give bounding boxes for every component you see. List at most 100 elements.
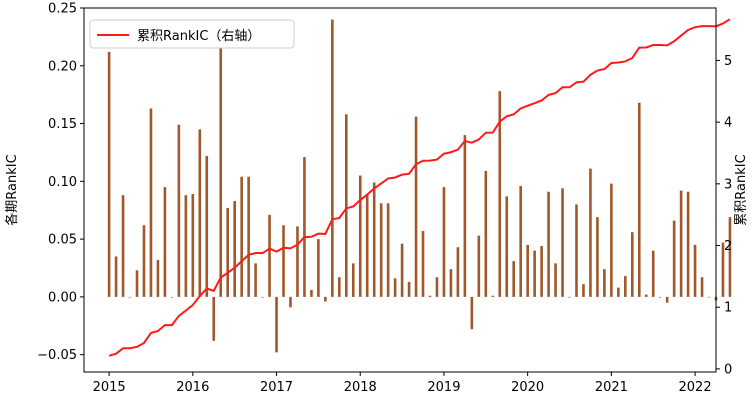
bar-16 bbox=[219, 47, 223, 297]
axis-ticks: 2015 2016 2017 2018 2019 2020 2021 2022−0.050.0… bbox=[37, 2, 732, 396]
bar-52 bbox=[470, 296, 474, 330]
x-tick-label-6: 2021 bbox=[595, 380, 628, 395]
bar-64 bbox=[554, 263, 557, 297]
bar-15 bbox=[212, 296, 216, 341]
bar-50 bbox=[456, 247, 460, 297]
x-tick-label-3: 2018 bbox=[344, 380, 377, 395]
y-left-tick-label-0: −0.05 bbox=[37, 348, 77, 363]
bar-21 bbox=[254, 263, 257, 297]
bar-49 bbox=[449, 269, 453, 297]
bar-78 bbox=[651, 250, 655, 297]
bar-26 bbox=[289, 296, 292, 308]
bar-74 bbox=[624, 276, 627, 297]
bar-34 bbox=[344, 114, 348, 297]
bar-32 bbox=[331, 19, 334, 297]
bar-35 bbox=[351, 263, 355, 297]
bar-53 bbox=[477, 235, 481, 297]
bar-20 bbox=[247, 176, 250, 297]
bar-56 bbox=[498, 91, 502, 297]
bar-37 bbox=[365, 194, 369, 297]
bar-42 bbox=[400, 243, 404, 297]
bar-39 bbox=[379, 203, 383, 297]
bar-14 bbox=[205, 155, 209, 297]
bar-7 bbox=[156, 259, 160, 297]
bar-69 bbox=[589, 168, 592, 297]
bar-70 bbox=[596, 217, 599, 297]
bar-85 bbox=[700, 277, 704, 297]
legend-label: 累积RankIC（右轴） bbox=[137, 29, 260, 44]
bar-8 bbox=[163, 187, 167, 297]
bar-18 bbox=[233, 200, 236, 297]
bar-9 bbox=[170, 296, 174, 298]
y-left-tick-label-3: 0.10 bbox=[48, 175, 77, 190]
x-tick-label-1: 2016 bbox=[176, 380, 209, 395]
bar-83 bbox=[686, 191, 690, 297]
bar-79 bbox=[658, 296, 662, 298]
bar-62 bbox=[540, 246, 543, 297]
bar-81 bbox=[672, 220, 676, 297]
bar-10 bbox=[177, 124, 181, 297]
legend-box bbox=[89, 19, 295, 49]
y-left-tick-label-1: 0.00 bbox=[48, 290, 77, 305]
bar-12 bbox=[191, 194, 195, 297]
bar-24 bbox=[275, 296, 278, 353]
bar-59 bbox=[519, 185, 522, 297]
cumulative-rankic-line bbox=[108, 18, 731, 357]
legend: 累积RankIC（右轴） bbox=[89, 19, 295, 49]
y-right-tick-label-3: 3 bbox=[724, 177, 732, 192]
bar-66 bbox=[568, 296, 571, 298]
bar-61 bbox=[533, 250, 536, 297]
bar-series bbox=[107, 19, 732, 353]
bar-22 bbox=[261, 296, 264, 298]
bar-82 bbox=[679, 190, 683, 297]
y-right-tick-label-0: 0 bbox=[724, 362, 732, 377]
y-left-tick-label-6: 0.25 bbox=[48, 2, 77, 17]
bar-65 bbox=[561, 188, 564, 297]
y-right-tick-label-5: 5 bbox=[724, 54, 732, 69]
bar-6 bbox=[149, 108, 153, 297]
bar-48 bbox=[442, 187, 446, 297]
bar-4 bbox=[135, 270, 139, 297]
bar-68 bbox=[582, 284, 585, 297]
y-axis-left-label: 各期RankIC bbox=[4, 154, 20, 225]
bar-29 bbox=[310, 289, 313, 297]
bar-44 bbox=[414, 116, 418, 297]
bar-86 bbox=[707, 296, 711, 298]
x-tick-label-4: 2019 bbox=[427, 380, 460, 395]
x-tick-label-2: 2017 bbox=[260, 380, 293, 395]
y-right-tick-label-4: 4 bbox=[724, 116, 732, 131]
bar-25 bbox=[282, 225, 285, 297]
bar-89 bbox=[728, 217, 732, 297]
bar-72 bbox=[610, 183, 613, 297]
bar-88 bbox=[721, 242, 725, 297]
bar-57 bbox=[505, 196, 509, 297]
bar-13 bbox=[198, 129, 202, 297]
bar-63 bbox=[547, 191, 550, 297]
bar-3 bbox=[128, 296, 132, 298]
bar-1 bbox=[114, 256, 118, 297]
x-tick-label-7: 2022 bbox=[679, 380, 712, 395]
x-tick-label-5: 2020 bbox=[511, 380, 544, 395]
bar-71 bbox=[603, 269, 606, 297]
bar-55 bbox=[491, 295, 495, 297]
bar-5 bbox=[142, 225, 146, 297]
bar-31 bbox=[324, 296, 327, 302]
bar-76 bbox=[637, 102, 641, 297]
bar-17 bbox=[226, 207, 229, 297]
y-axis-right-label: 累积RankIC bbox=[734, 154, 749, 225]
bar-58 bbox=[512, 261, 515, 297]
bar-2 bbox=[121, 195, 125, 297]
bar-40 bbox=[386, 203, 390, 297]
bar-27 bbox=[296, 226, 299, 297]
bar-43 bbox=[407, 281, 411, 297]
bar-23 bbox=[268, 214, 271, 297]
bar-51 bbox=[463, 135, 467, 297]
y-left-tick-label-5: 0.20 bbox=[48, 59, 77, 74]
plot-frame bbox=[83, 7, 717, 373]
bar-0 bbox=[107, 51, 111, 297]
bar-54 bbox=[484, 170, 488, 297]
bar-73 bbox=[617, 287, 620, 297]
bar-19 bbox=[240, 176, 243, 297]
bar-47 bbox=[435, 277, 439, 297]
